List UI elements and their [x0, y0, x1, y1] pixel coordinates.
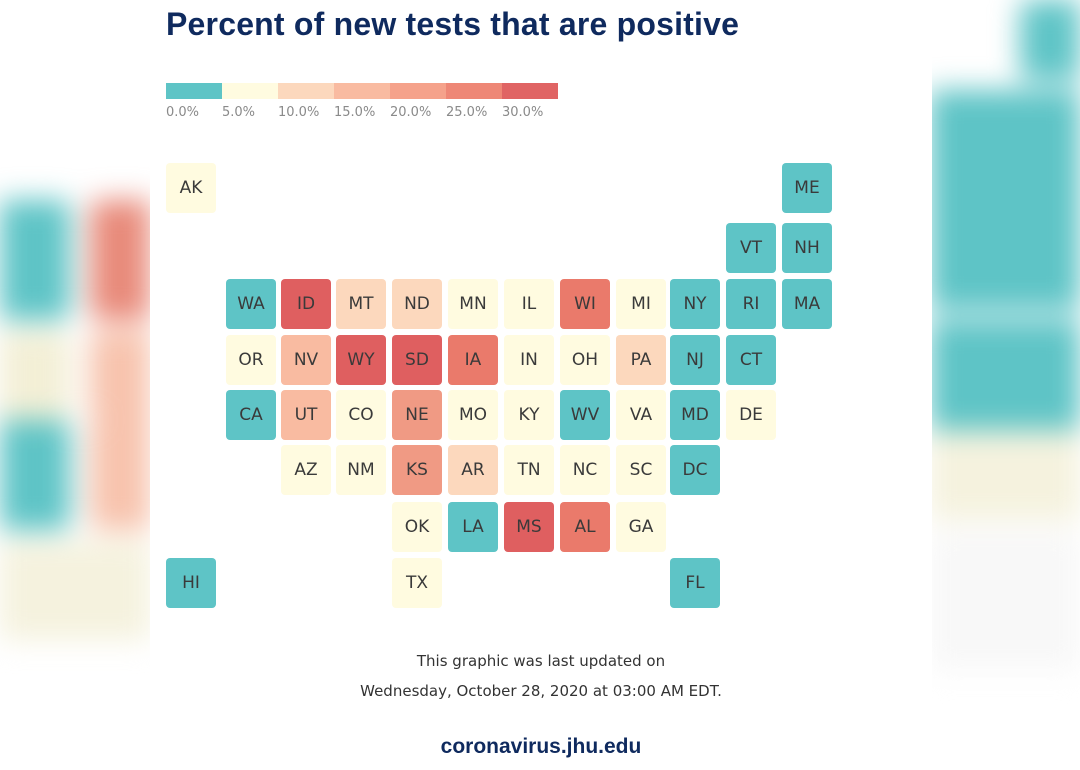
state-tile-me[interactable]: ME	[782, 163, 832, 213]
state-tile-sd[interactable]: SD	[392, 335, 442, 385]
state-tile-ar[interactable]: AR	[448, 445, 498, 495]
chart-title: Percent of new tests that are positive	[166, 6, 740, 42]
state-tile-ak[interactable]: AK	[166, 163, 216, 213]
source-site-link[interactable]: coronavirus.jhu.edu	[440, 735, 642, 758]
state-tile-ut[interactable]: UT	[281, 390, 331, 440]
legend-label: 10.0%	[278, 105, 320, 120]
state-tile-ct[interactable]: CT	[726, 335, 776, 385]
legend-swatch	[390, 83, 446, 99]
legend-label: 30.0%	[502, 105, 544, 120]
state-tile-ny[interactable]: NY	[670, 279, 720, 329]
state-tile-tx[interactable]: TX	[392, 558, 442, 608]
state-tile-ca[interactable]: CA	[226, 390, 276, 440]
state-tile-wv[interactable]: WV	[560, 390, 610, 440]
legend-labels: 0.0% 5.0% 10.0% 15.0% 20.0% 25.0% 30.0%	[166, 105, 558, 120]
legend-label: 25.0%	[446, 105, 488, 120]
state-tile-wi[interactable]: WI	[560, 279, 610, 329]
legend-label: 0.0%	[166, 105, 200, 120]
state-tile-tn[interactable]: TN	[504, 445, 554, 495]
state-tile-nm[interactable]: NM	[336, 445, 386, 495]
state-tile-nv[interactable]: NV	[281, 335, 331, 385]
state-tile-nc[interactable]: NC	[560, 445, 610, 495]
legend-swatch	[446, 83, 502, 99]
state-tile-ks[interactable]: KS	[392, 445, 442, 495]
state-tile-nh[interactable]: NH	[782, 223, 832, 273]
state-tile-ia[interactable]: IA	[448, 335, 498, 385]
state-tile-ms[interactable]: MS	[504, 502, 554, 552]
state-tile-nd[interactable]: ND	[392, 279, 442, 329]
state-tile-pa[interactable]: PA	[616, 335, 666, 385]
state-tile-in[interactable]: IN	[504, 335, 554, 385]
state-tile-ok[interactable]: OK	[392, 502, 442, 552]
state-tile-or[interactable]: OR	[226, 335, 276, 385]
state-tile-al[interactable]: AL	[560, 502, 610, 552]
state-tile-mo[interactable]: MO	[448, 390, 498, 440]
state-tile-mn[interactable]: MN	[448, 279, 498, 329]
state-tile-va[interactable]: VA	[616, 390, 666, 440]
state-tile-oh[interactable]: OH	[560, 335, 610, 385]
last-updated-line1: This graphic was last updated on	[416, 652, 666, 670]
legend-swatch	[334, 83, 390, 99]
state-tile-la[interactable]: LA	[448, 502, 498, 552]
legend-swatch	[502, 83, 558, 99]
state-tile-az[interactable]: AZ	[281, 445, 331, 495]
legend-label: 5.0%	[222, 105, 256, 120]
last-updated-note: This graphic was last updated on Wednesd…	[150, 646, 932, 706]
state-tile-ma[interactable]: MA	[782, 279, 832, 329]
state-tile-id[interactable]: ID	[281, 279, 331, 329]
legend-color-bar	[166, 83, 558, 99]
state-tile-mi[interactable]: MI	[616, 279, 666, 329]
state-tile-sc[interactable]: SC	[616, 445, 666, 495]
state-tile-vt[interactable]: VT	[726, 223, 776, 273]
state-tile-de[interactable]: DE	[726, 390, 776, 440]
state-tile-fl[interactable]: FL	[670, 558, 720, 608]
blurred-background-right	[930, 0, 1080, 770]
legend-swatch	[166, 83, 222, 99]
state-tile-md[interactable]: MD	[670, 390, 720, 440]
state-tile-ri[interactable]: RI	[726, 279, 776, 329]
state-tile-ne[interactable]: NE	[392, 390, 442, 440]
state-tile-dc[interactable]: DC	[670, 445, 720, 495]
legend-label: 20.0%	[390, 105, 432, 120]
state-tile-il[interactable]: IL	[504, 279, 554, 329]
state-tile-ky[interactable]: KY	[504, 390, 554, 440]
state-tile-wy[interactable]: WY	[336, 335, 386, 385]
state-tile-co[interactable]: CO	[336, 390, 386, 440]
state-tile-nj[interactable]: NJ	[670, 335, 720, 385]
legend-swatch	[222, 83, 278, 99]
state-tile-hi[interactable]: HI	[166, 558, 216, 608]
last-updated-line2: Wednesday, October 28, 2020 at 03:00 AM …	[360, 682, 722, 700]
blurred-background-left	[0, 0, 150, 770]
graphic-card: Percent of new tests that are positive 0…	[150, 0, 932, 770]
legend-label: 15.0%	[334, 105, 376, 120]
state-tile-ga[interactable]: GA	[616, 502, 666, 552]
color-legend: 0.0% 5.0% 10.0% 15.0% 20.0% 25.0% 30.0%	[166, 83, 558, 120]
legend-swatch	[278, 83, 334, 99]
state-tile-mt[interactable]: MT	[336, 279, 386, 329]
state-tile-wa[interactable]: WA	[226, 279, 276, 329]
